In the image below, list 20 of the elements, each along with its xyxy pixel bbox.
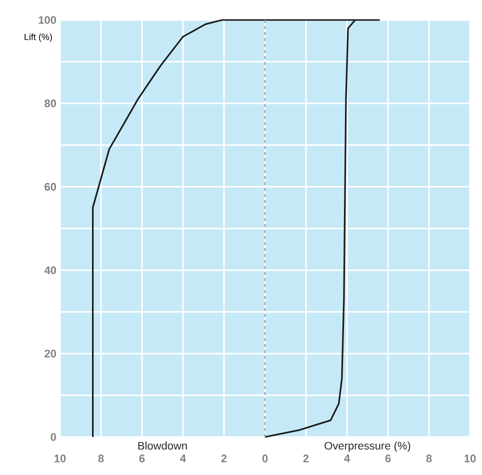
x-tick-label: 6 bbox=[139, 454, 145, 462]
text: Blowdown bbox=[138, 442, 187, 450]
x-tick-label: 6 bbox=[385, 454, 391, 462]
x-tick-label: 10 bbox=[54, 454, 66, 462]
text: Overpressure (%) bbox=[324, 442, 410, 452]
x-tick-label: 8 bbox=[426, 454, 432, 462]
y-tick-label: 0 bbox=[50, 433, 56, 441]
y-tick-label: 20 bbox=[44, 350, 56, 358]
x-tick-label: 2 bbox=[221, 454, 227, 462]
x-tick-label: 10 bbox=[464, 454, 476, 462]
y-tick-label: 100 bbox=[38, 16, 56, 24]
x-tick-label: 0 bbox=[262, 454, 268, 462]
x-tick-label: 8 bbox=[98, 454, 104, 462]
y-tick-label: 60 bbox=[44, 182, 56, 191]
y-tick-label: 80 bbox=[44, 100, 56, 108]
x-tick-label: 4 bbox=[344, 454, 350, 462]
y-axis-title: Lift (%) bbox=[24, 34, 52, 42]
y-tick-label: 40 bbox=[44, 266, 56, 274]
x-tick-label: 2 bbox=[303, 454, 309, 462]
x-tick-label: 4 bbox=[180, 454, 186, 462]
